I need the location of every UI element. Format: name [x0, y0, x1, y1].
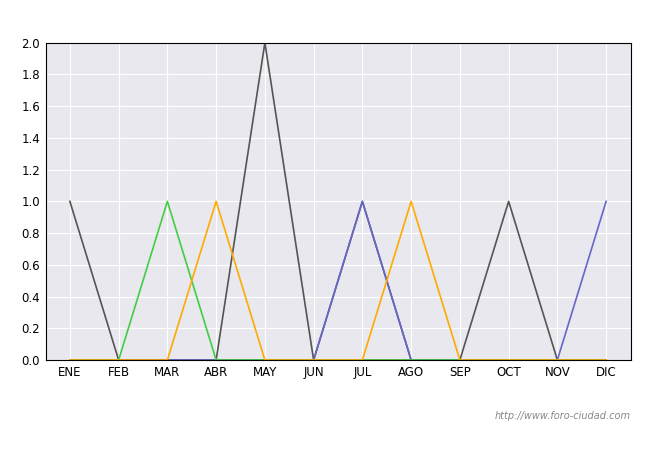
Text: http://www.foro-ciudad.com: http://www.foro-ciudad.com [495, 411, 630, 421]
Text: Matriculaciones de Vehículos en Illano: Matriculaciones de Vehículos en Illano [159, 11, 491, 29]
